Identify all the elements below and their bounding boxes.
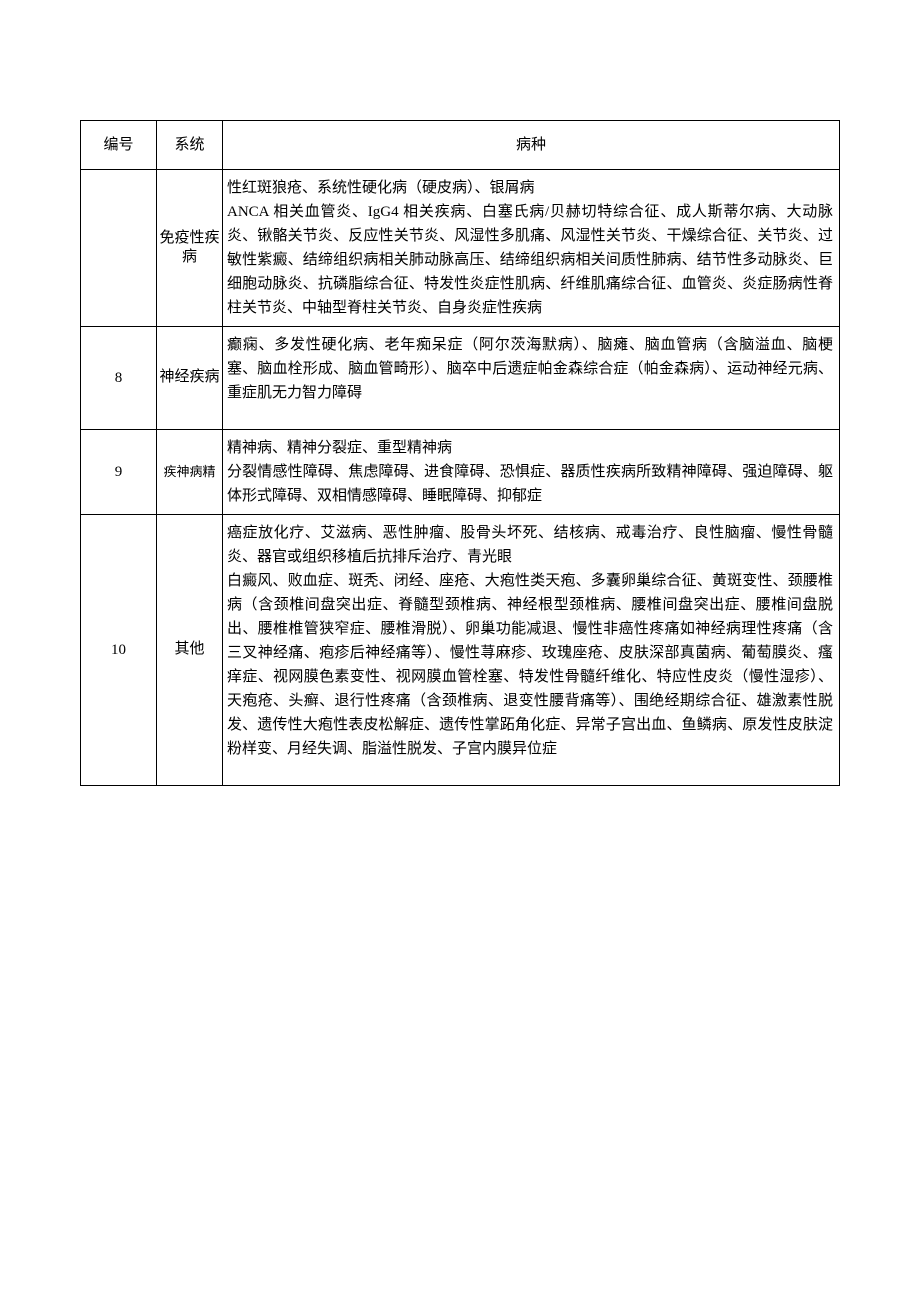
disease-text: 癫痫、多发性硬化病、老年痴呆症（阿尔茨海默病）、脑瘫、脑血管病（含脑溢血、脑梗塞… (227, 333, 833, 405)
disease-text: 分裂情感性障碍、焦虑障碍、进食障碍、恐惧症、器质性疾病所致精神障碍、强迫障碍、躯… (227, 460, 833, 508)
disease-text: ANCA 相关血管炎、IgG4 相关疾病、白塞氏病/贝赫切特综合征、成人斯蒂尔病… (227, 200, 833, 320)
cell-system: 神经疾病 (157, 327, 223, 430)
header-disease: 病种 (223, 121, 840, 170)
cell-num (81, 170, 157, 327)
header-system: 系统 (157, 121, 223, 170)
disease-text: 白癜风、败血症、斑秃、闭经、座疮、大疱性类天疱、多囊卵巢综合征、黄斑变性、颈腰椎… (227, 569, 833, 761)
cell-disease: 癌症放化疗、艾滋病、恶性肿瘤、股骨头坏死、结核病、戒毒治疗、良性脑瘤、慢性骨髓炎… (223, 515, 840, 786)
disease-table: 编号 系统 病种 免疫性疾病 性红斑狼疮、系统性硬化病（硬皮病）、银屑病 ANC… (80, 120, 840, 786)
disease-text: 性红斑狼疮、系统性硬化病（硬皮病）、银屑病 (227, 176, 833, 200)
cell-system: 其他 (157, 515, 223, 786)
disease-text: 精神病、精神分裂症、重型精神病 (227, 436, 833, 460)
system-label: 免疫性疾病 (159, 229, 220, 268)
cell-system: 疾神病精 (157, 430, 223, 515)
table-row: 免疫性疾病 性红斑狼疮、系统性硬化病（硬皮病）、银屑病 ANCA 相关血管炎、I… (81, 170, 840, 327)
table-row: 8 神经疾病 癫痫、多发性硬化病、老年痴呆症（阿尔茨海默病）、脑瘫、脑血管病（含… (81, 327, 840, 430)
table-header-row: 编号 系统 病种 (81, 121, 840, 170)
cell-disease: 精神病、精神分裂症、重型精神病 分裂情感性障碍、焦虑障碍、进食障碍、恐惧症、器质… (223, 430, 840, 515)
cell-disease: 性红斑狼疮、系统性硬化病（硬皮病）、银屑病 ANCA 相关血管炎、IgG4 相关… (223, 170, 840, 327)
cell-num: 10 (81, 515, 157, 786)
cell-num: 9 (81, 430, 157, 515)
cell-disease: 癫痫、多发性硬化病、老年痴呆症（阿尔茨海默病）、脑瘫、脑血管病（含脑溢血、脑梗塞… (223, 327, 840, 430)
header-num: 编号 (81, 121, 157, 170)
table-row: 9 疾神病精 精神病、精神分裂症、重型精神病 分裂情感性障碍、焦虑障碍、进食障碍… (81, 430, 840, 515)
system-label: 神经疾病 (159, 368, 220, 388)
cell-system: 免疫性疾病 (157, 170, 223, 327)
table-row: 10 其他 癌症放化疗、艾滋病、恶性肿瘤、股骨头坏死、结核病、戒毒治疗、良性脑瘤… (81, 515, 840, 786)
disease-text: 癌症放化疗、艾滋病、恶性肿瘤、股骨头坏死、结核病、戒毒治疗、良性脑瘤、慢性骨髓炎… (227, 521, 833, 569)
system-label: 疾神病精 (159, 465, 220, 480)
system-label: 其他 (159, 640, 220, 660)
cell-num: 8 (81, 327, 157, 430)
